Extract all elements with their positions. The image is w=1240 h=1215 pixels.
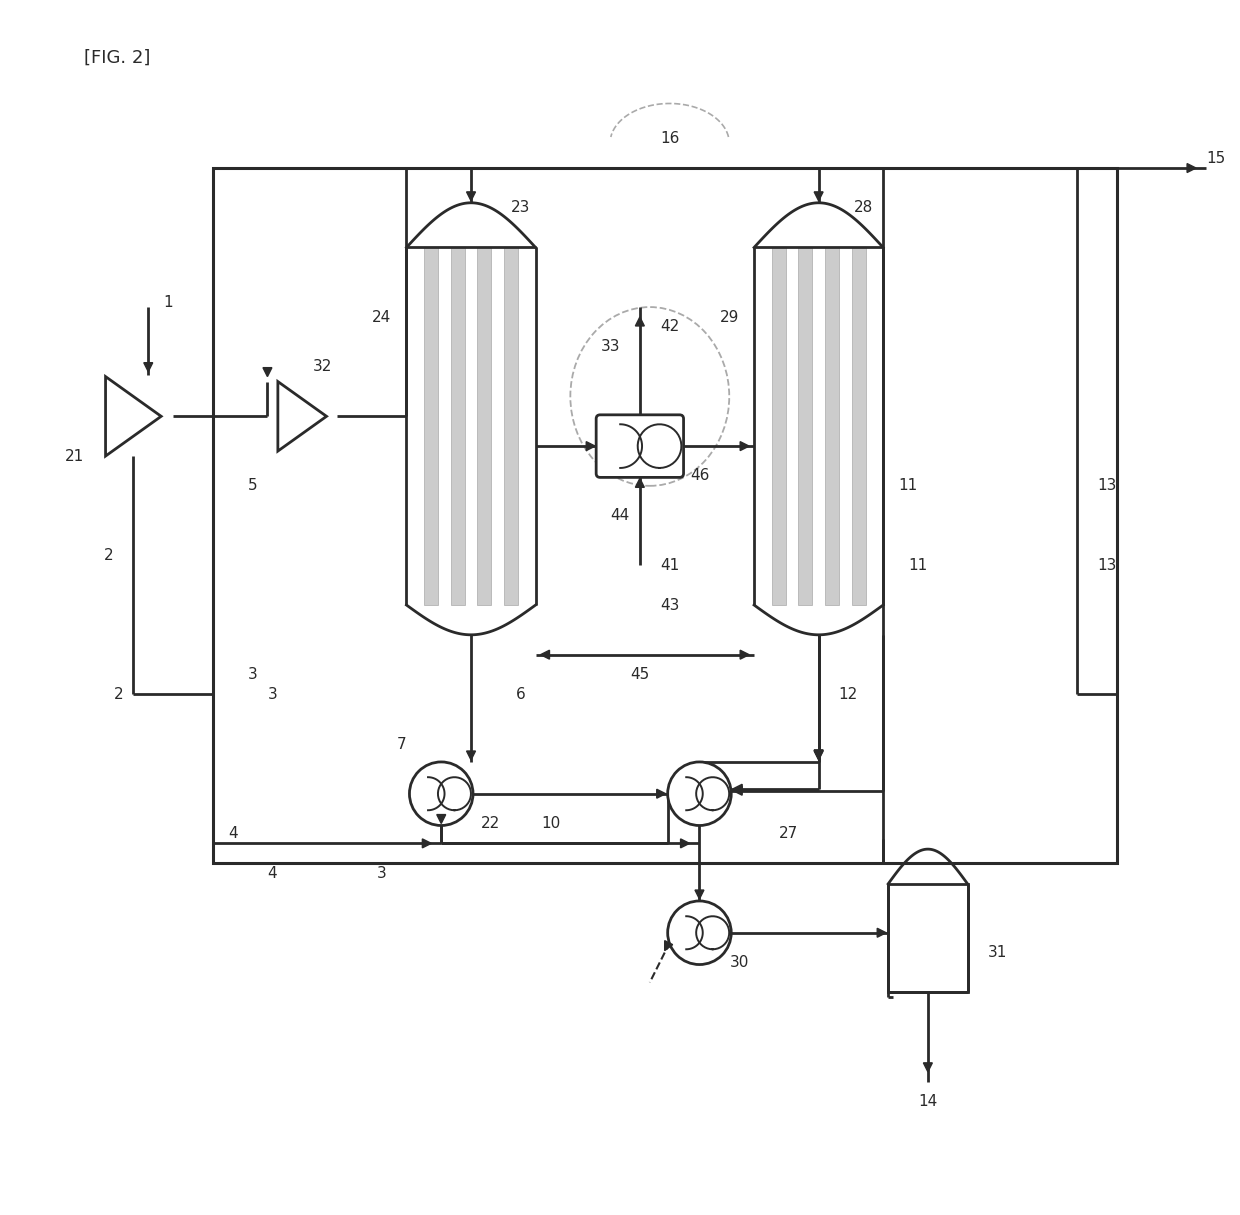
Text: 42: 42 bbox=[660, 320, 680, 334]
Polygon shape bbox=[815, 750, 823, 759]
Polygon shape bbox=[681, 838, 689, 848]
Polygon shape bbox=[635, 317, 645, 326]
Bar bbox=[213, 168, 1116, 863]
Polygon shape bbox=[541, 650, 549, 660]
Text: 7: 7 bbox=[397, 736, 407, 752]
Text: 16: 16 bbox=[660, 131, 680, 146]
Text: 23: 23 bbox=[511, 200, 531, 215]
Text: 30: 30 bbox=[729, 955, 749, 970]
Text: 44: 44 bbox=[610, 508, 630, 524]
Polygon shape bbox=[587, 441, 595, 451]
Text: 21: 21 bbox=[64, 448, 84, 464]
Bar bbox=[503, 248, 518, 605]
Polygon shape bbox=[657, 790, 666, 798]
Bar bbox=[825, 248, 839, 605]
Bar bbox=[799, 248, 812, 605]
Text: 33: 33 bbox=[600, 339, 620, 355]
Text: 5: 5 bbox=[248, 479, 258, 493]
Polygon shape bbox=[740, 441, 749, 451]
Polygon shape bbox=[263, 368, 272, 377]
Bar bbox=[424, 248, 438, 605]
Text: 43: 43 bbox=[660, 598, 680, 612]
Text: 31: 31 bbox=[988, 945, 1007, 960]
Text: 27: 27 bbox=[779, 826, 799, 841]
Text: 11: 11 bbox=[899, 479, 918, 493]
Polygon shape bbox=[1187, 164, 1197, 173]
Circle shape bbox=[667, 902, 732, 965]
Polygon shape bbox=[815, 750, 823, 759]
Text: 4: 4 bbox=[268, 865, 278, 881]
Polygon shape bbox=[436, 814, 445, 824]
Text: 6: 6 bbox=[516, 686, 526, 702]
Text: 15: 15 bbox=[1207, 151, 1225, 165]
Polygon shape bbox=[466, 192, 475, 200]
Polygon shape bbox=[665, 940, 672, 950]
Bar bbox=[771, 248, 786, 605]
Text: 3: 3 bbox=[248, 667, 258, 682]
Text: 46: 46 bbox=[689, 469, 709, 484]
Text: [FIG. 2]: [FIG. 2] bbox=[84, 49, 150, 67]
Polygon shape bbox=[740, 650, 749, 660]
Bar bbox=[451, 248, 465, 605]
Text: 3: 3 bbox=[268, 686, 278, 702]
Text: 45: 45 bbox=[630, 667, 650, 682]
Polygon shape bbox=[815, 751, 823, 759]
Polygon shape bbox=[635, 479, 645, 487]
Polygon shape bbox=[815, 192, 823, 200]
Text: 22: 22 bbox=[481, 816, 501, 831]
Bar bbox=[888, 883, 967, 993]
Polygon shape bbox=[423, 838, 432, 848]
Circle shape bbox=[409, 762, 472, 825]
Polygon shape bbox=[694, 891, 704, 899]
Polygon shape bbox=[144, 363, 153, 372]
Text: 24: 24 bbox=[372, 310, 392, 324]
Polygon shape bbox=[733, 786, 743, 795]
Polygon shape bbox=[105, 377, 161, 456]
Text: 41: 41 bbox=[660, 558, 680, 572]
Polygon shape bbox=[466, 751, 475, 759]
Text: 13: 13 bbox=[1097, 479, 1116, 493]
Text: 10: 10 bbox=[541, 816, 560, 831]
Polygon shape bbox=[733, 784, 743, 793]
Text: 12: 12 bbox=[838, 686, 858, 702]
Bar bbox=[477, 248, 491, 605]
Text: 2: 2 bbox=[104, 548, 114, 563]
Text: 29: 29 bbox=[719, 310, 739, 324]
Text: 13: 13 bbox=[1097, 558, 1116, 572]
Text: 3: 3 bbox=[377, 865, 387, 881]
Circle shape bbox=[667, 762, 732, 825]
Bar bbox=[852, 248, 866, 605]
Text: 28: 28 bbox=[853, 200, 873, 215]
Text: 4: 4 bbox=[228, 826, 238, 841]
Text: 14: 14 bbox=[919, 1094, 937, 1109]
Text: 32: 32 bbox=[312, 360, 332, 374]
Text: 11: 11 bbox=[909, 558, 928, 572]
Polygon shape bbox=[877, 928, 887, 937]
Polygon shape bbox=[278, 382, 326, 451]
Text: 1: 1 bbox=[164, 294, 172, 310]
Text: 2: 2 bbox=[114, 686, 123, 702]
FancyBboxPatch shape bbox=[596, 414, 683, 477]
Polygon shape bbox=[924, 1063, 932, 1072]
